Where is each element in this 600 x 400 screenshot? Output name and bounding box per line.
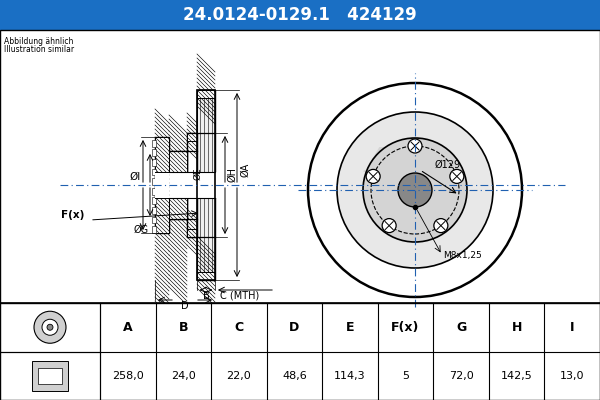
- Bar: [152, 140, 156, 147]
- Circle shape: [434, 218, 448, 232]
- Bar: [152, 188, 156, 194]
- Circle shape: [47, 324, 53, 330]
- Bar: [155, 137, 169, 233]
- Text: 5: 5: [402, 371, 409, 381]
- Circle shape: [307, 82, 523, 298]
- Bar: [0, 0, 600, 30]
- Text: M8x1,25: M8x1,25: [443, 251, 482, 260]
- Circle shape: [363, 138, 467, 242]
- Bar: [152, 169, 156, 175]
- Text: 13,0: 13,0: [560, 371, 584, 381]
- Text: 24.0124-0129.1   424129: 24.0124-0129.1 424129: [183, 6, 417, 24]
- Bar: [187, 229, 197, 237]
- Circle shape: [408, 139, 422, 153]
- Text: Illustration similar: Illustration similar: [4, 45, 74, 54]
- Text: C (MTH): C (MTH): [220, 291, 259, 301]
- Bar: [32, 361, 68, 391]
- Text: 258,0: 258,0: [112, 371, 143, 381]
- Text: Ate: Ate: [366, 146, 428, 178]
- Bar: [152, 198, 156, 204]
- Text: F(x): F(x): [391, 321, 420, 334]
- Text: ØA: ØA: [240, 163, 250, 177]
- Text: E: E: [346, 321, 354, 334]
- Bar: [197, 272, 215, 280]
- Bar: [168, 172, 232, 198]
- Bar: [169, 172, 215, 198]
- Text: C: C: [235, 321, 244, 334]
- Bar: [38, 368, 62, 384]
- Circle shape: [382, 218, 396, 232]
- Bar: [152, 150, 156, 156]
- Bar: [152, 178, 156, 185]
- Text: B: B: [179, 321, 188, 334]
- Text: D: D: [289, 321, 299, 334]
- Text: 22,0: 22,0: [227, 371, 251, 381]
- Text: G: G: [456, 321, 466, 334]
- Circle shape: [450, 170, 464, 184]
- Text: Abbildung ähnlich: Abbildung ähnlich: [4, 37, 73, 46]
- Bar: [0, 303, 600, 400]
- Bar: [152, 159, 156, 166]
- Text: 72,0: 72,0: [449, 371, 473, 381]
- Bar: [197, 98, 215, 272]
- Text: 142,5: 142,5: [501, 371, 533, 381]
- Text: 48,6: 48,6: [282, 371, 307, 381]
- Bar: [152, 226, 156, 233]
- Text: D: D: [181, 301, 189, 311]
- Text: ØI: ØI: [129, 172, 140, 182]
- Text: ØE: ØE: [193, 167, 203, 180]
- Bar: [152, 217, 156, 223]
- Text: ØH: ØH: [227, 168, 237, 182]
- Text: A: A: [123, 321, 133, 334]
- Bar: [0, 30, 600, 303]
- Text: B: B: [203, 291, 209, 301]
- Circle shape: [42, 319, 58, 335]
- Circle shape: [34, 311, 66, 343]
- Bar: [187, 133, 197, 237]
- Bar: [152, 207, 156, 214]
- Circle shape: [308, 83, 522, 297]
- Text: H: H: [511, 321, 522, 334]
- Bar: [197, 90, 215, 280]
- Bar: [169, 151, 187, 219]
- Bar: [169, 151, 187, 219]
- Bar: [197, 90, 215, 98]
- Bar: [155, 172, 169, 198]
- Bar: [197, 90, 215, 280]
- Bar: [155, 137, 169, 233]
- Text: ØG: ØG: [134, 225, 149, 235]
- Circle shape: [398, 173, 432, 207]
- Bar: [187, 133, 197, 141]
- Text: Ø129: Ø129: [435, 160, 461, 170]
- Text: 114,3: 114,3: [334, 371, 366, 381]
- Circle shape: [366, 170, 380, 184]
- Text: F(x): F(x): [61, 210, 85, 220]
- Bar: [0, 30, 600, 303]
- Text: 24,0: 24,0: [171, 371, 196, 381]
- Circle shape: [337, 112, 493, 268]
- Text: I: I: [570, 321, 574, 334]
